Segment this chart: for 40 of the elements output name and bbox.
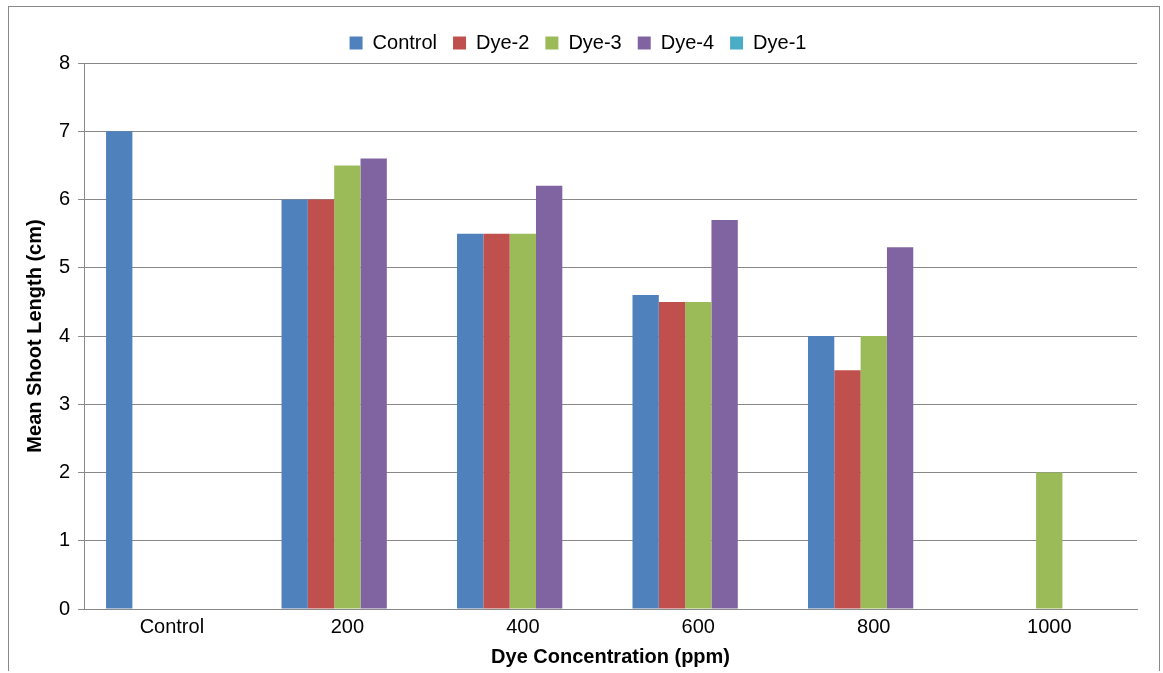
bar <box>509 233 536 609</box>
bar <box>658 301 686 609</box>
x-tick-label: 800 <box>857 614 891 637</box>
y-tick-label: 5 <box>59 255 71 278</box>
bar <box>807 336 835 609</box>
y-tick-label: 4 <box>59 323 71 346</box>
bar <box>711 219 738 609</box>
bar <box>535 185 563 609</box>
y-tick-label: 3 <box>59 391 71 414</box>
bar <box>457 233 484 609</box>
bar <box>685 301 712 609</box>
legend-label: Dye-2 <box>476 30 530 53</box>
y-tick-label: 1 <box>59 528 71 551</box>
bar <box>106 131 133 609</box>
bar <box>834 370 861 609</box>
y-tick-label: 7 <box>59 118 71 141</box>
bar <box>307 199 335 609</box>
x-axis-title: Dye Concentration (ppm) <box>491 644 731 667</box>
x-tick-label: Control <box>139 614 205 637</box>
bar <box>483 233 510 609</box>
bar <box>334 165 361 609</box>
y-tick-label: 2 <box>59 460 71 483</box>
y-tick-label: 0 <box>59 596 71 619</box>
bar <box>360 158 387 609</box>
bar <box>632 295 659 609</box>
bar <box>886 247 914 609</box>
x-tick-label: 400 <box>506 614 540 637</box>
bar <box>1036 472 1063 609</box>
legend-label: Dye-1 <box>753 30 807 53</box>
y-tick-label: 8 <box>59 50 71 73</box>
legend-label: Control <box>372 30 438 53</box>
x-tick-label: 600 <box>681 614 715 637</box>
y-axis-title: Mean Shoot Length (cm) <box>22 219 45 453</box>
bar <box>281 199 308 609</box>
legend-label: Dye-3 <box>568 30 622 53</box>
legend-label: Dye-4 <box>660 30 715 53</box>
x-tick-label: 1000 <box>1027 614 1072 637</box>
y-tick-label: 6 <box>59 187 71 210</box>
x-tick-label: 200 <box>330 614 365 637</box>
bar <box>860 336 887 609</box>
